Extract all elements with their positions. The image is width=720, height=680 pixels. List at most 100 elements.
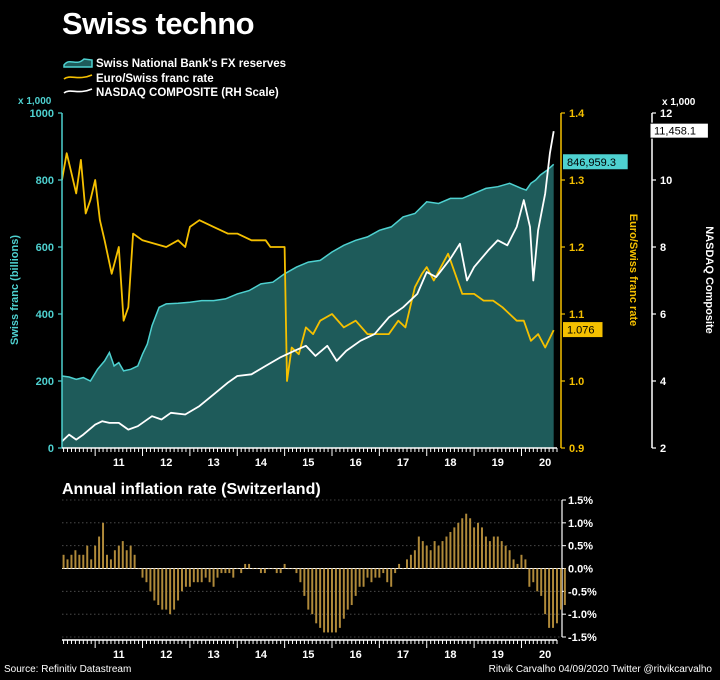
inflation-bar [390, 568, 393, 587]
inflation-bar [188, 568, 191, 587]
inflation-bar [504, 545, 507, 569]
inflation-bar [224, 568, 227, 574]
inflation-bar [133, 554, 136, 569]
x-axis-tick-label: 11 [113, 457, 125, 469]
inflation-bar [536, 568, 539, 592]
inflation-bar [473, 527, 476, 569]
eurchf-value-label-box [563, 322, 603, 338]
inflation-bar [342, 568, 345, 619]
inflation-bar [556, 568, 558, 624]
inflation-bar [386, 568, 389, 583]
inflation-bar [508, 550, 511, 569]
inflation-bar [563, 568, 566, 606]
inflation-bar [78, 554, 81, 569]
inflation-bar [524, 559, 527, 569]
inflation-bar [461, 518, 464, 569]
inflation-bar [374, 568, 377, 578]
left-axis-tick-label: 0 [48, 443, 54, 455]
inflation-bar [212, 568, 215, 587]
inflation-x-tick-label: 12 [160, 649, 172, 661]
legend-swatch-nasdaq [63, 88, 93, 94]
right-axis-label: NASDAQ Composite [703, 226, 715, 334]
reserves-value-label-box [563, 154, 628, 170]
mid-axis-tick-label: 1.3 [569, 175, 584, 187]
inflation-bar [295, 568, 298, 574]
inflation-bar [425, 545, 428, 569]
inflation-bar [153, 568, 156, 601]
inflation-bar [433, 541, 436, 569]
inflation-bar [417, 536, 420, 569]
inflation-bar [338, 568, 341, 628]
inflation-bar [441, 541, 444, 569]
inflation-bar [516, 563, 519, 569]
legend-swatch-eurchf [63, 74, 93, 80]
inflation-tick-label: 1.5% [568, 495, 593, 507]
x-axis-tick-label: 13 [207, 457, 219, 469]
inflation-bar [303, 568, 306, 596]
x-axis-tick-label: 20 [539, 457, 551, 469]
inflation-x-tick-label: 14 [255, 649, 268, 661]
inflation-bar [259, 568, 262, 574]
inflation-bar [323, 568, 326, 633]
inflation-bar [413, 550, 416, 569]
inflation-bar [283, 563, 286, 569]
x-axis-tick-label: 16 [350, 457, 362, 469]
inflation-bar [398, 563, 401, 569]
inflation-chart: Annual inflation rate (Switzerland) 1.5% 1… [62, 481, 597, 661]
inflation-bar [327, 568, 330, 633]
inflation-bar [465, 513, 468, 569]
inflation-bar [228, 568, 231, 574]
inflation-bar [544, 568, 547, 615]
reserves-area [62, 164, 554, 449]
inflation-bar [149, 568, 152, 592]
inflation-bar [449, 531, 452, 569]
left-axis-label: Swiss franc (billions) [9, 235, 21, 345]
inflation-bar [94, 545, 97, 569]
inflation-bar [66, 559, 69, 569]
inflation-bar [181, 568, 183, 592]
credit-note: Ritvik Carvalho 04/09/2020 Twitter @ritv… [488, 664, 712, 675]
inflation-bar [496, 536, 499, 569]
inflation-bar [236, 568, 239, 570]
right-axis-tick-label: 2 [660, 443, 666, 455]
inflation-bar [370, 568, 373, 583]
inflation-bar [161, 568, 164, 610]
inflation-bar [113, 550, 116, 569]
inflation-title: Annual inflation rate (Switzerland) [62, 481, 321, 498]
inflation-bar [267, 568, 270, 570]
inflation-bar [117, 545, 120, 569]
inflation-bar [453, 527, 456, 569]
inflation-bar [307, 568, 310, 610]
inflation-bar [311, 568, 314, 615]
mid-axis-tick-label: 1.2 [569, 242, 584, 254]
inflation-bar [362, 568, 365, 587]
right-axis-tick-label: 6 [660, 309, 666, 321]
left-axis-tick-label: 600 [36, 242, 54, 254]
inflation-bar [70, 554, 73, 569]
right-axis-tick-label: 10 [660, 175, 672, 187]
inflation-bar [102, 522, 105, 569]
inflation-bar [220, 568, 223, 574]
inflation-bar [291, 568, 294, 570]
inflation-bar [481, 527, 483, 569]
right-axis-unit: x 1,000 [662, 97, 696, 108]
inflation-bar [106, 554, 108, 569]
inflation-bar [484, 536, 487, 569]
inflation-bar [354, 568, 357, 596]
x-axis-tick-label: 12 [160, 457, 172, 469]
inflation-bar [204, 568, 207, 578]
left-axis-tick-label: 200 [36, 376, 54, 388]
left-axis-tick-label: 800 [36, 175, 54, 187]
inflation-bar [457, 522, 460, 569]
inflation-bar [409, 554, 412, 569]
nasdaq-line [61, 131, 555, 442]
inflation-bar [477, 522, 480, 569]
inflation-x-tick-label: 18 [444, 649, 456, 661]
eurchf-line [61, 152, 555, 382]
inflation-bar [366, 568, 369, 578]
inflation-bar [200, 568, 203, 583]
inflation-tick-label: -1.0% [568, 609, 597, 621]
inflation-bar [492, 536, 495, 569]
x-axis-tick-label: 14 [255, 457, 268, 469]
